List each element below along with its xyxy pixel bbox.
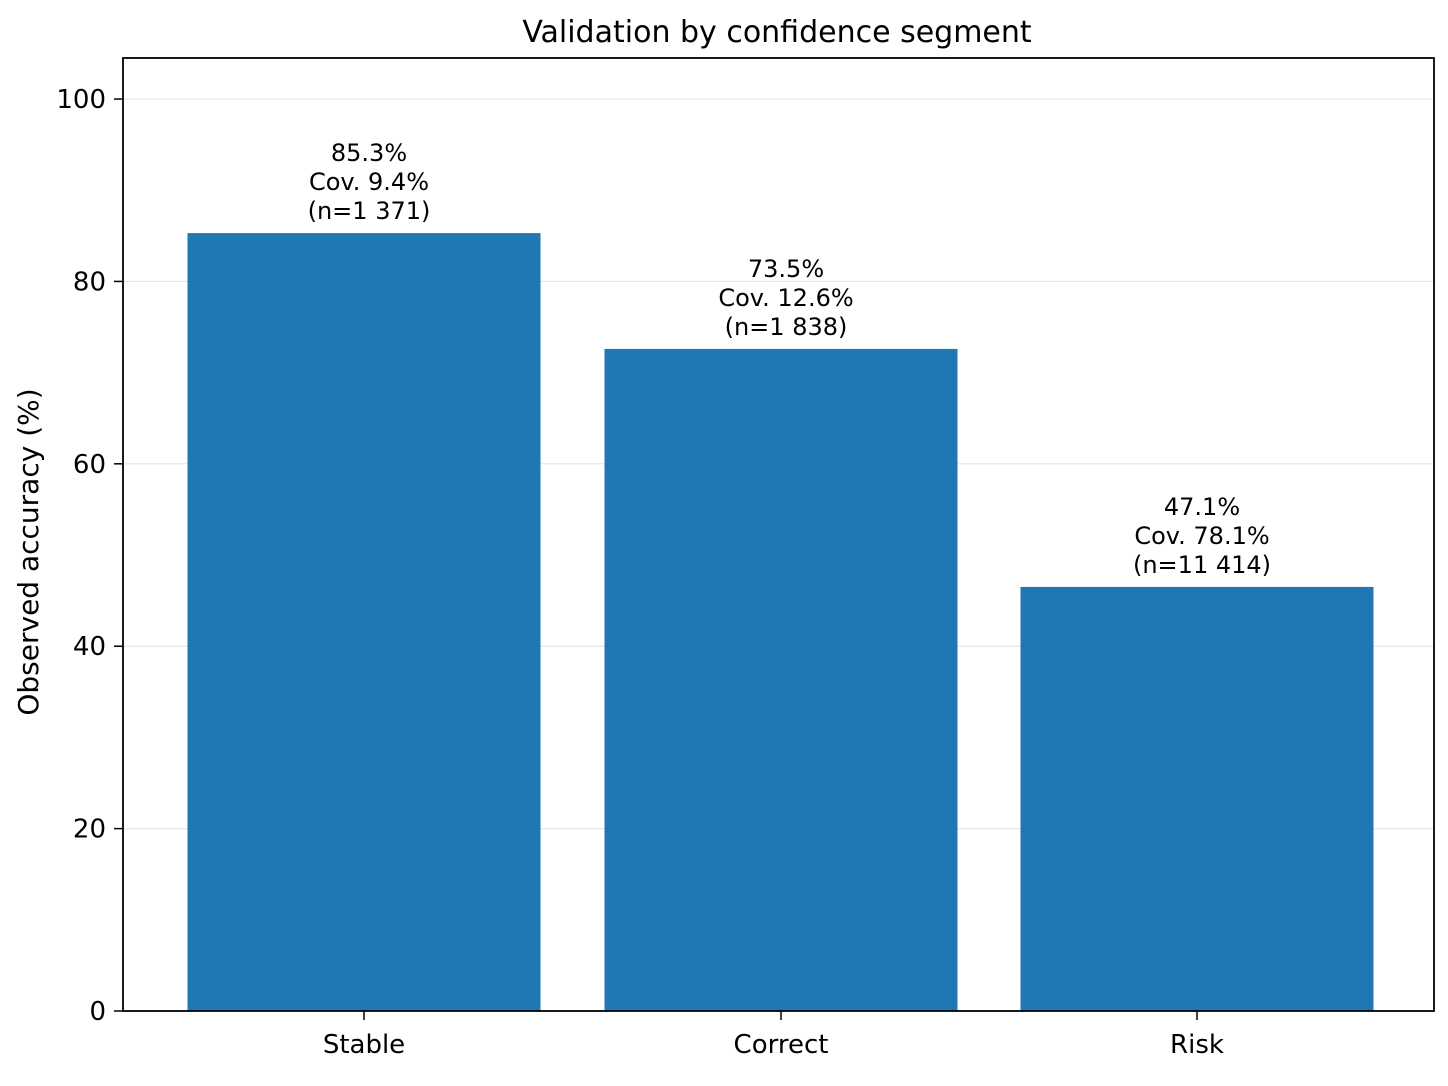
data-label-line: (n=1 371) [308,197,431,225]
y-tick-label: 20 [73,815,106,845]
x-axis: Stable Correct Risk [323,1011,1224,1060]
data-label-line: 85.3% [331,139,407,167]
y-tick-label: 60 [73,450,106,480]
y-tick-label: 40 [73,632,106,662]
data-label-correct: 73.5% Cov. 12.6% (n=1 838) [718,255,853,341]
y-tick-label: 80 [73,267,106,297]
bar-correct [604,348,958,1012]
y-tick-label: 100 [56,85,106,115]
data-label-line: (n=1 838) [725,313,848,341]
y-axis-label: Observed accuracy (%) [12,388,45,715]
x-tick-label-risk: Risk [1170,1030,1224,1060]
bars [187,233,1374,1012]
x-tick-label-correct: Correct [734,1030,829,1060]
y-axis: 0 20 40 60 80 100 [56,85,123,1027]
plot-frame [122,57,1435,1012]
data-label-line: Cov. 9.4% [309,168,429,196]
data-label-line: Cov. 12.6% [718,284,853,312]
data-label-risk: 47.1% Cov. 78.1% (n=11 414) [1133,493,1271,579]
data-label-line: 73.5% [748,255,824,283]
bar-stable [187,233,541,1011]
y-tick-label: 0 [89,997,106,1027]
data-label-line: (n=11 414) [1133,551,1271,579]
data-label-line: Cov. 78.1% [1134,522,1269,550]
chart-title: Validation by confidence segment [522,15,1032,50]
bar-risk [1020,586,1374,1011]
data-labels: 85.3% Cov. 9.4% (n=1 371)73.5% Cov. 12.6% (n… [308,139,1271,579]
data-label-line: 47.1% [1164,493,1240,521]
data-label-stable: 85.3% Cov. 9.4% (n=1 371) [308,139,431,225]
x-tick-label-stable: Stable [323,1030,405,1060]
